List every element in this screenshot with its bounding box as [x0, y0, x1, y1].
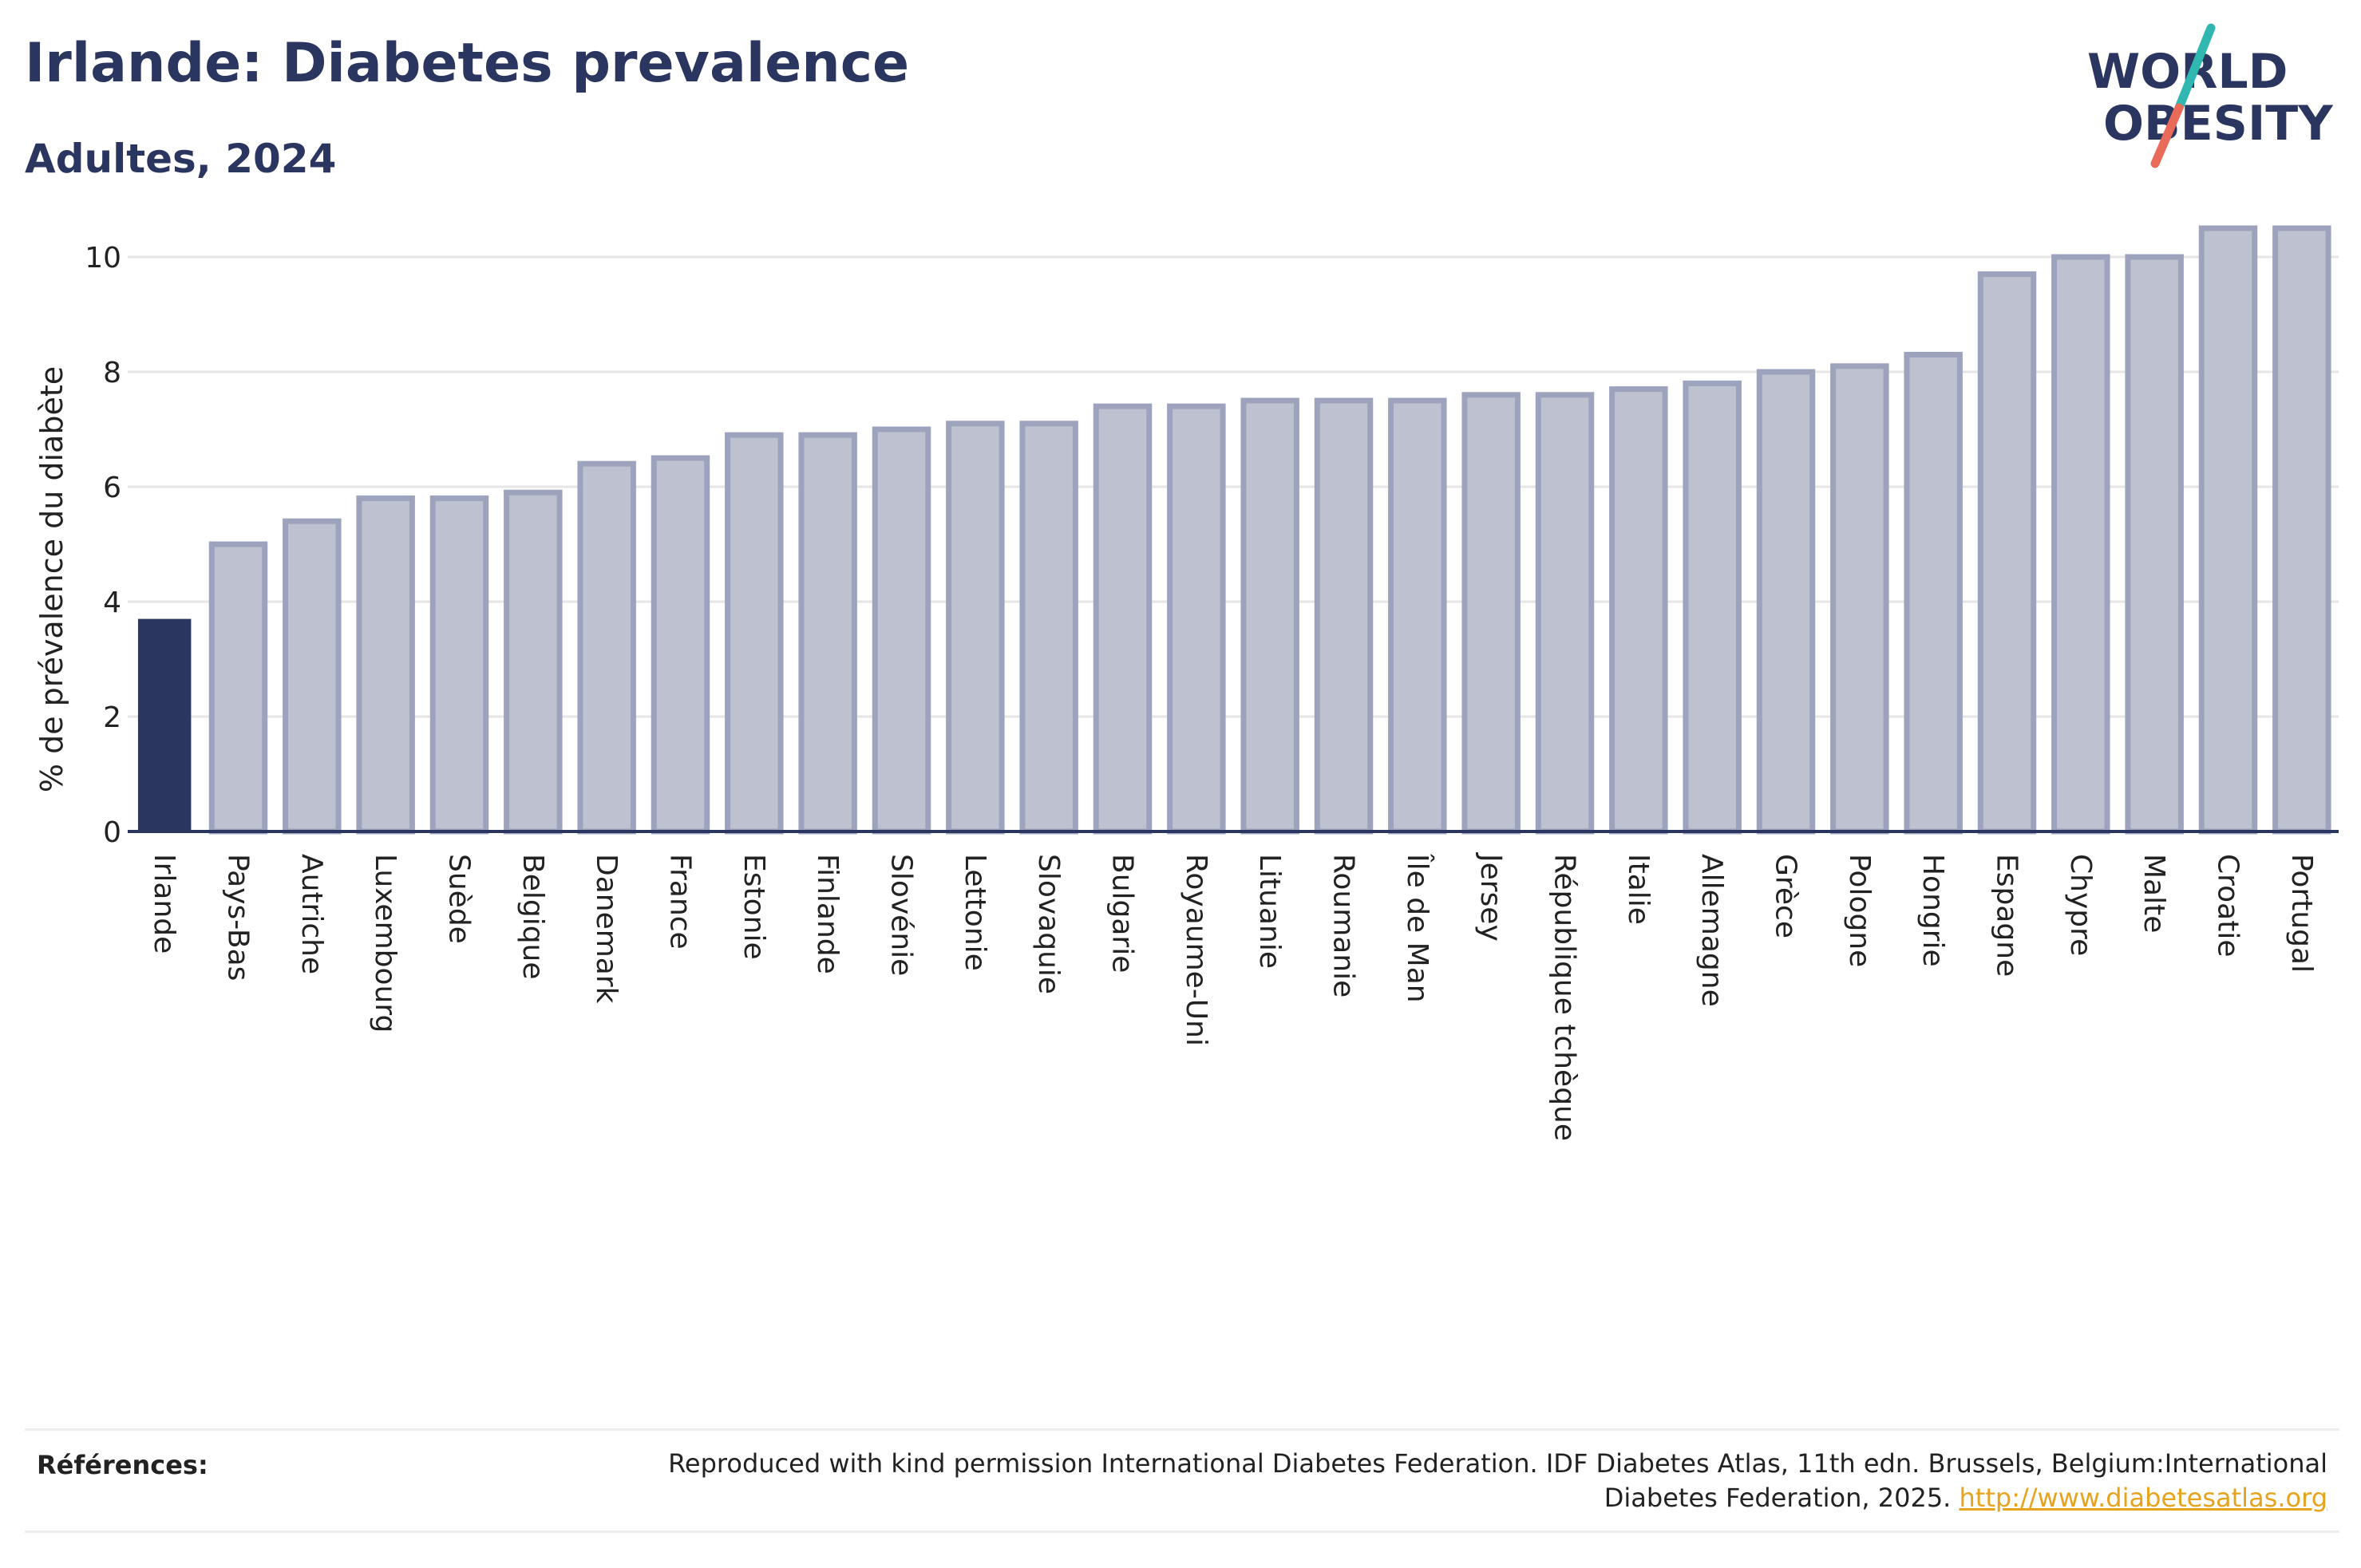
bar-Slovénie: [872, 426, 931, 835]
logo-slash-coral: [2150, 103, 2184, 168]
x-tick-label: Pays-Bas: [222, 854, 255, 981]
x-tick-label: Autriche: [295, 854, 328, 974]
y-axis-ticks: 0 2 4 6 8 10: [85, 242, 121, 849]
x-tick-label: Espagne: [1991, 854, 2023, 977]
x-tick-label: Bulgarie: [1106, 854, 1139, 973]
bar-Grèce: [1756, 369, 1816, 835]
x-tick-label: Royaume-Uni: [1180, 854, 1212, 1046]
x-tick-label: Italie: [1622, 854, 1655, 925]
references-box: Références: Reproduced with kind permiss…: [25, 1428, 2339, 1533]
x-tick-label: Finlande: [811, 854, 844, 974]
bar-Malte: [2125, 254, 2184, 835]
x-tick-label: Slovénie: [885, 854, 918, 976]
y-tick-label: 0: [103, 816, 121, 849]
bar-Belgique: [504, 489, 563, 835]
bar-Luxembourg: [356, 495, 415, 835]
x-tick-label: Pologne: [1843, 854, 1876, 967]
y-axis-label: % de prévalence du diabète: [34, 366, 69, 792]
bar-Jersey: [1461, 392, 1521, 835]
logo-line2: OBESITY: [2103, 96, 2334, 152]
world-obesity-logo: WORLD OBESITY: [2087, 23, 2334, 168]
x-tick-label: Portugal: [2285, 854, 2318, 973]
chart-title: Irlande: Diabetes prevalence: [25, 32, 910, 95]
x-tick-label: Hongrie: [1916, 854, 1949, 967]
x-tick-label: Belgique: [516, 854, 549, 980]
bar-France: [651, 455, 710, 835]
bar-Royaume-Uni: [1167, 403, 1226, 835]
bar-Italie: [1609, 386, 1668, 835]
x-tick-label: République tchèque: [1548, 854, 1581, 1141]
x-tick-label: Danemark: [590, 854, 623, 1004]
x-tick-label: Allemagne: [1695, 854, 1728, 1007]
x-tick-label: France: [664, 854, 697, 950]
bar-Bulgarie: [1093, 403, 1153, 835]
bar-Lituanie: [1240, 397, 1299, 835]
references-text: Reproduced with kind permission Internat…: [651, 1447, 2327, 1515]
x-tick-label: Chypre: [2064, 854, 2097, 956]
bar-Allemagne: [1683, 380, 1742, 835]
x-tick-label: Malte: [2138, 854, 2170, 933]
chart-subtitle: Adultes, 2024: [25, 136, 337, 182]
bar-Croatie: [2198, 225, 2258, 835]
references-link[interactable]: http://www.diabetesatlas.org: [1959, 1483, 2327, 1513]
bar-Pays-Bas: [208, 541, 268, 835]
bar-Suède: [429, 495, 489, 835]
bar-Lettonie: [946, 421, 1005, 835]
logo-slash-teal: [2174, 23, 2216, 113]
x-tick-label: Luxembourg: [369, 854, 401, 1033]
bars: [128, 225, 2339, 835]
x-axis-labels: Irlande Pays-Bas Autriche Luxembourg Suède Be…: [148, 852, 2318, 1141]
x-tick-label: Irlande: [148, 854, 180, 954]
bar-Île de Man: [1388, 397, 1447, 835]
y-tick-label: 8: [103, 357, 121, 389]
bar-Finlande: [798, 432, 857, 835]
bar-République tchèque: [1535, 392, 1595, 835]
x-tick-label: Suède: [443, 854, 476, 944]
bar-Hongrie: [1904, 351, 1963, 835]
bar-Estonie: [725, 432, 784, 835]
x-tick-label: Jersey: [1474, 852, 1507, 942]
x-tick-label: Estonie: [738, 854, 770, 960]
bar-Espagne: [1977, 271, 2037, 835]
x-tick-label: Roumanie: [1327, 854, 1360, 997]
references-label: Références:: [37, 1450, 208, 1480]
y-tick-label: 10: [85, 242, 121, 274]
bar-Roumanie: [1314, 397, 1374, 835]
bar-Danemark: [577, 460, 636, 835]
x-tick-label: Croatie: [2212, 854, 2244, 958]
bar-Slovaquie: [1019, 421, 1078, 835]
x-tick-label: Île de Man: [1401, 853, 1434, 1003]
bar-Pologne: [1830, 363, 1889, 835]
bar-Portugal: [2272, 225, 2331, 835]
y-tick-label: 2: [103, 701, 121, 734]
bar-chart: 0 2 4 6 8 10 Irlande Pays-Bas Autriche Luxembour…: [34, 225, 2339, 1141]
references-body: Reproduced with kind permission Internat…: [668, 1448, 2327, 1513]
x-tick-label: Slovaquie: [1032, 854, 1065, 994]
bar-Autriche: [283, 518, 342, 835]
x-tick-label: Grèce: [1770, 854, 1802, 938]
x-tick-label: Lituanie: [1253, 854, 1286, 969]
y-tick-label: 4: [103, 587, 121, 619]
bar-Chypre: [2051, 254, 2110, 835]
x-tick-label: Lettonie: [959, 854, 991, 971]
y-tick-label: 6: [103, 472, 121, 504]
bar-Irlande: [137, 618, 192, 831]
